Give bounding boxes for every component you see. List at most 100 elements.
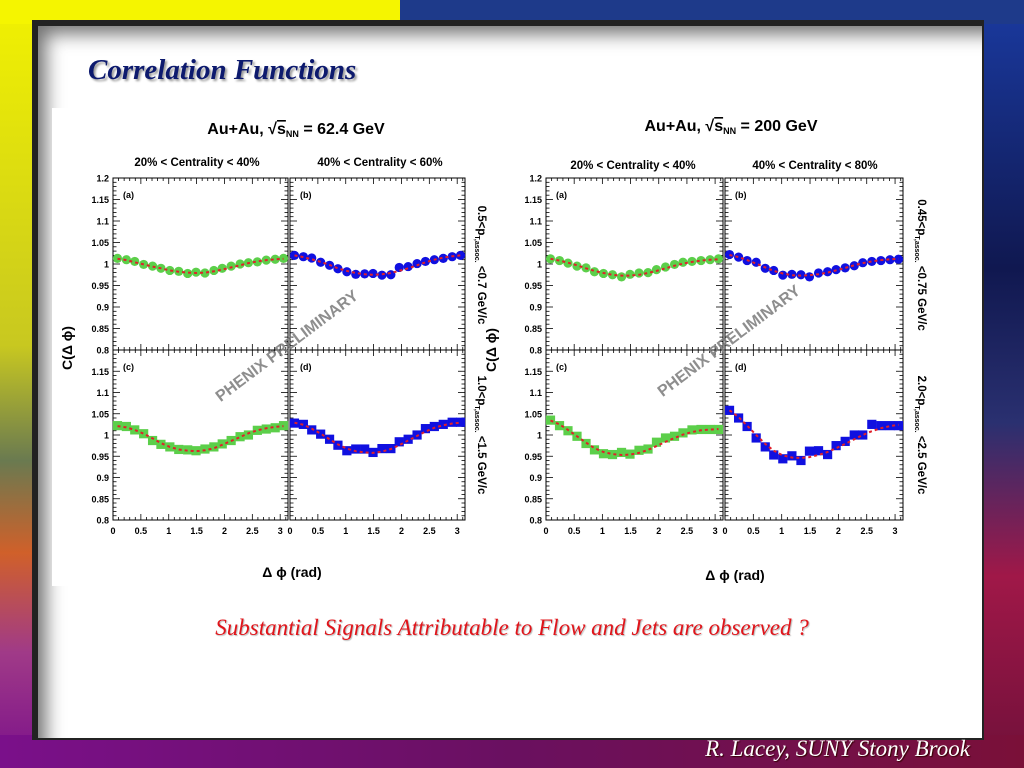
y-tick-label: 1 <box>537 431 542 441</box>
x-tick-label: 1.5 <box>367 526 380 536</box>
row-label-tail: <2.5 GeV/c <box>915 433 927 495</box>
y-tick-label: 1.2 <box>96 174 109 184</box>
row-label: 1.0<pT,assoc. <1.5 GeV/c <box>473 376 487 495</box>
data-point <box>849 261 859 271</box>
y-tick-label: 0.85 <box>524 324 542 334</box>
data-point <box>429 421 439 432</box>
x-tick-label: 0 <box>543 526 548 536</box>
data-point <box>804 272 815 282</box>
x-tick-label: 3 <box>278 526 283 536</box>
y-tick-label: 1.05 <box>91 409 109 419</box>
title-suffix: = 200 GeV <box>736 118 818 135</box>
title-prefix: Au+Au, <box>645 118 701 135</box>
row-label-sub: T,assoc. <box>473 235 480 262</box>
panel-a: 0.8 0.85 0.9 0.95 1 1.05 1.1 1.15 1.2 (a) <box>91 174 289 356</box>
x-tick-label: 2 <box>222 526 227 536</box>
data-point <box>412 258 422 269</box>
x-tick-label: 1 <box>779 526 784 536</box>
row-label: 0.45<pT,assoc. <0.75 GeV/c <box>913 199 927 331</box>
data-point <box>885 255 895 265</box>
panel-frame <box>545 177 724 351</box>
data-point <box>243 430 254 440</box>
title-prefix: Au+Au, <box>207 121 263 138</box>
panel-b: (b) <box>724 177 904 351</box>
data-point <box>778 270 788 280</box>
y-tick-label: 0.9 <box>529 303 542 313</box>
column-header: 40% < Centrality < 80% <box>752 160 877 172</box>
data-point <box>823 267 833 277</box>
data-point <box>360 444 370 454</box>
data-point <box>139 429 149 439</box>
data-point <box>849 430 859 440</box>
data-point <box>669 431 680 441</box>
data-point <box>813 268 824 278</box>
y-tick-label: 0.9 <box>529 473 542 483</box>
data-point <box>687 425 697 435</box>
y-tick-label: 1 <box>104 260 109 270</box>
y-tick-label: 1.1 <box>96 388 109 398</box>
y-tick-label: 0.9 <box>96 473 109 483</box>
data-point <box>778 454 788 464</box>
y-tick-label: 1.15 <box>91 195 109 205</box>
column-header: 20% < Centrality < 40% <box>570 160 695 172</box>
x-tick-label: 0.5 <box>747 526 760 536</box>
data-point <box>235 432 245 442</box>
x-axis-label: Δ ϕ (rad) <box>262 564 321 580</box>
y-tick-label: 1.15 <box>524 367 542 377</box>
fit-line <box>294 254 461 276</box>
data-point <box>156 439 166 449</box>
data-point <box>607 449 618 460</box>
data-point <box>607 270 618 280</box>
fit-line <box>117 257 284 275</box>
data-point <box>634 445 644 455</box>
data-point <box>545 415 556 425</box>
chart-title: Au+Au, √sNN = 200 GeV <box>645 118 818 136</box>
y-tick-label: 1.1 <box>529 388 542 398</box>
slide-title: Correlation Functions <box>88 54 357 86</box>
y-axis-label: C(Δ ϕ) <box>483 328 499 372</box>
data-point <box>316 257 326 267</box>
watermark-text: PHENIX PRELIMINARY <box>655 282 804 400</box>
data-point <box>598 449 609 459</box>
data-point <box>209 442 219 452</box>
data-point <box>858 430 868 440</box>
data-point <box>191 446 201 456</box>
fit-line <box>728 409 899 460</box>
y-tick-label: 0.95 <box>91 452 109 462</box>
sqrt-icon: √ <box>264 121 277 138</box>
y-tick-label: 1.15 <box>524 195 542 205</box>
data-point <box>270 254 280 264</box>
x-tick-label: 3 <box>893 526 898 536</box>
panel-c: 0.8 0.85 0.9 0.95 1 1.05 1.1 1.15 0 0.5 1 1.5 2 2.5 3 (… <box>91 349 289 536</box>
data-point <box>760 442 770 452</box>
data-point <box>867 256 877 267</box>
data-point <box>554 255 565 266</box>
x-tick-label: 2.5 <box>860 526 873 536</box>
x-tick-label: 0.5 <box>135 526 148 536</box>
y-axis-label: C(Δ ϕ) <box>59 326 75 370</box>
data-point <box>252 257 262 267</box>
fit-line <box>729 254 899 277</box>
row-label-main: 1.0<p <box>475 376 487 406</box>
data-point <box>651 437 662 447</box>
y-tick-label: 0.95 <box>524 281 542 291</box>
row-label-tail: <1.5 GeV/c <box>475 433 487 495</box>
data-point <box>734 252 744 262</box>
data-point <box>324 434 335 444</box>
title-subscript: NN <box>286 129 299 139</box>
panel-label: (d) <box>735 362 747 372</box>
data-point <box>455 250 466 260</box>
x-tick-label: 1.5 <box>624 526 637 536</box>
row-label-main: 0.45<p <box>915 199 927 235</box>
y-tick-label: 1.2 <box>529 174 542 184</box>
x-tick-label: 0 <box>110 526 115 536</box>
data-point <box>625 449 635 459</box>
data-point <box>751 433 761 443</box>
data-point <box>840 436 850 446</box>
x-tick-label: 3 <box>713 526 718 536</box>
y-tick-label: 0.8 <box>529 516 542 526</box>
x-tick-label: 3 <box>455 526 460 536</box>
data-point <box>438 419 448 429</box>
panel-a: 0.8 0.85 0.9 0.95 1 1.05 1.1 1.15 1.2 (a) <box>524 174 724 356</box>
x-tick-label: 0 <box>722 526 727 536</box>
